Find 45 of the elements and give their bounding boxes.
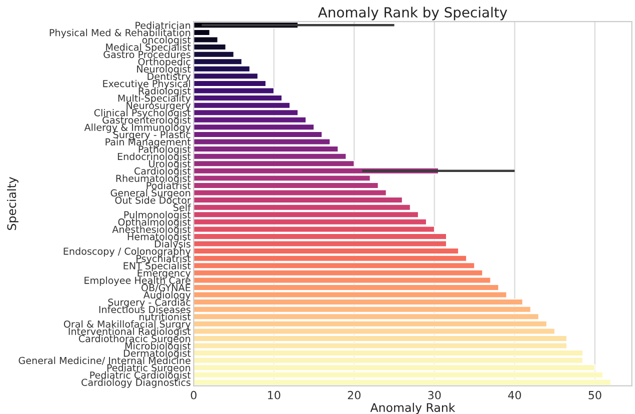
x-tick-label: 10 xyxy=(268,390,280,400)
y-tick-label: Psychiatrist xyxy=(136,254,191,264)
y-tick-label: Pulmonologist xyxy=(124,210,191,220)
y-tick-label: Emergency xyxy=(138,270,191,279)
y-tick-label: Out Side Doctor xyxy=(115,196,191,204)
y-tick-label: nutritionist xyxy=(139,312,191,320)
y-tick-label: Infectious Diseases xyxy=(99,306,190,314)
y-tick-label: Audiology xyxy=(143,291,191,300)
y-axis-title: Specialty xyxy=(6,176,18,230)
y-tick-label: Gastroenterologist xyxy=(102,116,191,126)
y-tick-label: Self xyxy=(174,204,192,212)
y-tick-label: Urologist xyxy=(149,160,191,170)
y-tick-label: Pediatrician xyxy=(136,22,190,29)
x-tick-label: 40 xyxy=(508,390,521,400)
y-tick-label: Dermatologist xyxy=(124,349,191,359)
y-tick-label: Podiatrist xyxy=(146,182,191,190)
y-tick-label: Microbiologist xyxy=(125,342,191,352)
y-tick-label: oncologist xyxy=(142,36,191,46)
y-tick-label: Multi-Speciality xyxy=(118,94,191,104)
y-tick-label: Rheumatologist xyxy=(116,174,191,184)
y-tick-label: Orthopedic xyxy=(138,58,190,68)
x-tick-label: 50 xyxy=(588,390,602,400)
y-tick-label: Cardiology Diagnostics xyxy=(82,378,190,388)
y-tick-label: Endoscopy / Colonography xyxy=(64,247,191,257)
x-axis-title: Anomaly Rank xyxy=(370,402,456,414)
y-tick-label: Endocrinologist xyxy=(118,152,191,162)
y-tick-label: Anesthesiologist xyxy=(112,226,191,235)
y-tick-label: General Medicine/ Internal Medicine xyxy=(18,356,190,365)
y-tick-label: Dentistry xyxy=(148,72,191,82)
y-tick-label: Dialysis xyxy=(154,240,190,250)
x-tick-label: 0 xyxy=(190,390,196,400)
chart-title: Anomaly Rank by Specialty xyxy=(318,6,508,20)
y-tick-label: Neurosurgery xyxy=(126,102,191,111)
y-tick-label: Pathologist xyxy=(138,145,191,155)
y-tick-label: Neurologist xyxy=(137,65,191,75)
y-tick-label: Cardiologist xyxy=(134,167,191,177)
y-tick-label: Hematologist xyxy=(128,232,191,242)
x-tick-label: 30 xyxy=(428,390,441,400)
y-tick-label: Pain Management xyxy=(106,138,191,148)
y-tick-label: Opthalmologist xyxy=(118,218,191,228)
y-tick-label: OB/GYNAE xyxy=(142,284,190,292)
y-tick-label: Radiologist xyxy=(138,87,191,96)
y-tick-label: Gastro Procedures xyxy=(104,50,190,58)
x-tick-label: 20 xyxy=(348,390,360,400)
y-tick-label: Allergy & Immunology xyxy=(84,124,191,133)
